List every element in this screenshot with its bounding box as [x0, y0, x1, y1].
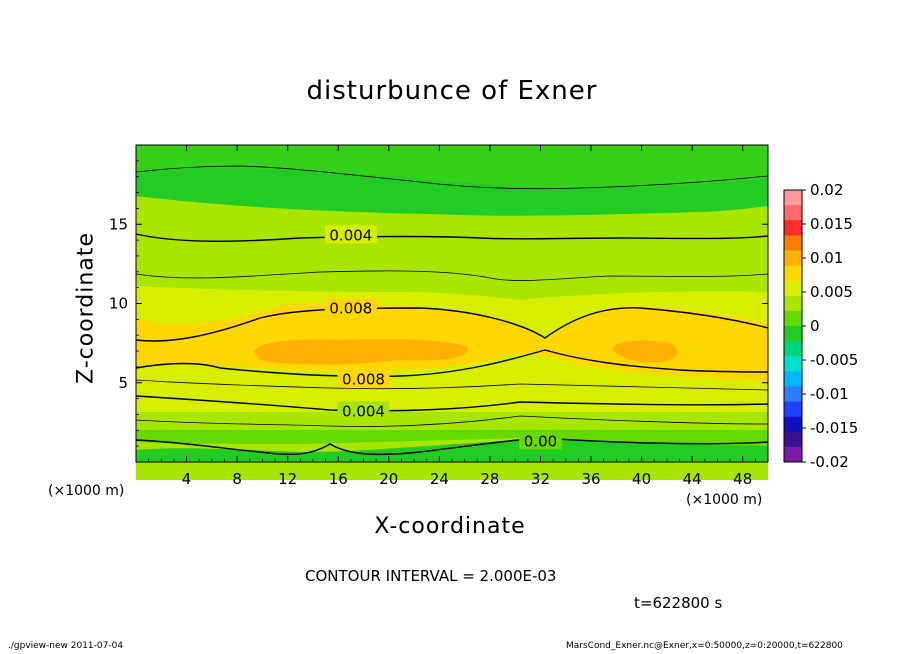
contour-plot-area	[135, 144, 769, 480]
x-tick-label: 24	[430, 470, 449, 488]
band-top	[136, 145, 768, 188]
band-bottom	[136, 440, 768, 462]
contour-line-5	[135, 349, 769, 378]
footer-right: MarsCond_Exner.nc@Exner,x=0:50000,z=0:20…	[566, 641, 843, 651]
x-unit-label-left: (×1000 m)	[48, 483, 125, 499]
colorbar-segment	[784, 235, 802, 251]
colorbar-segment	[784, 386, 802, 403]
colorbar-segment	[784, 326, 802, 342]
x-tick-label: 48	[733, 470, 752, 488]
colorbar-tick-label: -0.015	[810, 419, 858, 437]
x-tick-label: 28	[480, 470, 499, 488]
y-tick-label: 15	[109, 215, 128, 233]
colorbar-segment	[784, 371, 802, 387]
band-max-1	[254, 339, 469, 365]
contour-line-1	[135, 165, 769, 190]
colorbar-segment	[784, 431, 802, 448]
band-max-2	[612, 340, 678, 363]
contour-line-8	[135, 415, 769, 427]
contour-line-9	[135, 437, 769, 456]
colorbar-segment	[784, 401, 802, 418]
colorbar-segment	[784, 205, 802, 221]
band-lower-green	[136, 430, 768, 446]
y-axis: 5 10 15	[109, 160, 768, 447]
contour-label-bg	[324, 298, 377, 317]
x-tick-label: 20	[379, 470, 398, 488]
colorbar: 0.02 0.015 0.01 0.005 0 -0.005 -0.01 -0.015 -0.0…	[783, 181, 858, 471]
band-lime	[136, 196, 768, 281]
x-tick-label: 36	[581, 470, 600, 488]
contour-label-bg	[337, 369, 390, 388]
contour-label: 0.004	[342, 402, 385, 420]
x-tick-label: 8	[232, 470, 242, 488]
colorbar-segment	[784, 356, 802, 372]
x-tick-label: 4	[182, 470, 192, 488]
colorbar-tick-label: -0.02	[810, 453, 849, 471]
footer-left: ./gpview-new 2011-07-04	[8, 641, 124, 651]
contour-line-2	[135, 233, 769, 242]
colorbar-tick-label: 0.015	[810, 215, 853, 233]
contour-label: 0.004	[329, 226, 372, 244]
colorbar-segment	[784, 416, 802, 433]
band-lower-lime	[136, 412, 768, 422]
x-tick-label: 12	[278, 470, 297, 488]
contour-label-bg	[324, 225, 377, 244]
x-unit-label-right: (×1000 m)	[686, 492, 763, 508]
colorbar-tick-label: 0.02	[810, 181, 843, 199]
y-tick-label: 10	[109, 295, 128, 313]
x-tick-label: 32	[531, 470, 550, 488]
colorbar-segment	[784, 190, 802, 206]
contour-labels: 0.004 0.008 0.008 0.004 0.00	[324, 225, 562, 450]
contour-label-bg	[337, 401, 390, 420]
chart-title: disturbunce of Exner	[306, 76, 598, 106]
contour-label: 0.008	[329, 299, 372, 317]
contour-line-4	[135, 307, 769, 342]
contour-line-3	[135, 270, 769, 281]
contour-label-bg	[519, 431, 562, 450]
colorbar-segment	[784, 250, 802, 267]
colorbar-tick-label: 0.005	[810, 283, 853, 301]
colorbar-tick-label: -0.005	[810, 351, 858, 369]
x-tick-label: 16	[329, 470, 348, 488]
contour-line-7	[135, 395, 769, 412]
x-tick-label: 44	[683, 470, 702, 488]
x-axis-label: X-coordinate	[374, 514, 526, 539]
colorbar-segment	[784, 341, 802, 357]
colorbar-segment	[784, 220, 802, 236]
colorbar-tick-label: -0.01	[810, 385, 849, 403]
colorbar-segment	[784, 280, 802, 297]
x-axis: 4 8 12 16 20 24 28 32 36 40 44 48	[148, 145, 756, 488]
colorbar-segment	[784, 310, 802, 327]
colorbar-segment	[784, 265, 802, 282]
colorbar-segment	[784, 295, 802, 312]
contour-interval-text: CONTOUR INTERVAL = 2.000E-03	[305, 567, 557, 585]
colorbar-segment	[784, 446, 802, 463]
contour-label: 0.00	[524, 432, 557, 450]
colorbar-tick-label: 0.01	[810, 249, 843, 267]
colorbar-tick-label: 0	[810, 317, 820, 335]
contour-label: 0.008	[342, 371, 385, 389]
x-tick-label: 40	[632, 470, 651, 488]
y-tick-label: 5	[118, 374, 128, 392]
time-label: t=622800 s	[634, 594, 723, 612]
contour-line-6	[135, 379, 769, 391]
y-axis-label: Z-coordinate	[73, 232, 99, 384]
